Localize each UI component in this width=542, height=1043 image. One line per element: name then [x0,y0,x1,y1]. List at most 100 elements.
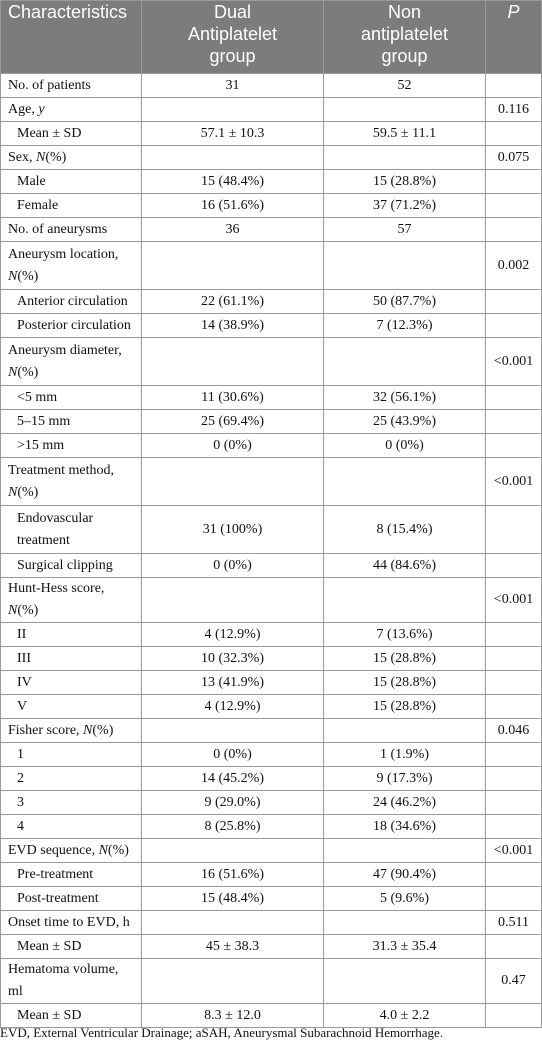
table-row: Mean ± SD 45 ± 38.3 31.3 ± 35.4 [0,934,542,959]
row-label: Sex, N(%) [0,145,142,170]
row-label: Mean ± SD [0,1003,142,1028]
dual-antiplatelet-value: 31 [141,73,324,98]
table-row: Age, y 0.116 [0,97,542,122]
table-row: Hunt-Hess score, N(%) <0.001 [0,577,542,623]
row-label: Mean ± SD [0,934,142,959]
header-line: Antiplatelet [187,24,278,44]
non-antiplatelet-value [323,910,486,935]
non-antiplatelet-value: 4.0 ± 2.2 [323,1003,486,1028]
row-label: Surgical clipping [0,553,142,578]
non-antiplatelet-value: 8 (15.4%) [323,505,486,554]
row-label: II [0,622,142,647]
non-antiplatelet-value: 0 (0%) [323,433,486,458]
dual-antiplatelet-value [141,718,324,743]
p-value [485,670,542,695]
row-label: Endovascular treatment [0,505,142,554]
p-value [485,385,542,410]
p-value: 0.002 [485,241,542,290]
p-value [485,790,542,815]
non-antiplatelet-value [323,838,486,863]
table-row: >15 mm 0 (0%) 0 (0%) [0,433,542,458]
dual-antiplatelet-value: 16 (51.6%) [141,193,324,218]
table-row: Hematoma volume, ml 0.47 [0,958,542,1004]
p-value [485,193,542,218]
table-row: Aneurysm location, N(%) 0.002 [0,241,542,290]
row-label: No. of patients [0,73,142,98]
dual-antiplatelet-value [141,145,324,170]
row-label: Age, y [0,97,142,122]
dual-antiplatelet-value: 0 (0%) [141,433,324,458]
p-value [485,169,542,194]
table-row: Onset time to EVD, h 0.511 [0,910,542,935]
non-antiplatelet-value [323,718,486,743]
non-antiplatelet-value [323,577,486,623]
non-antiplatelet-value: 37 (71.2%) [323,193,486,218]
dual-antiplatelet-value: 14 (38.9%) [141,313,324,338]
non-antiplatelet-value: 9 (17.3%) [323,766,486,791]
row-label: IV [0,670,142,695]
table-row: Sex, N(%) 0.075 [0,145,542,170]
non-antiplatelet-value: 15 (28.8%) [323,646,486,671]
table-footnote: EVD, External Ventricular Drainage; aSAH… [0,1025,444,1040]
dual-antiplatelet-value: 22 (61.1%) [141,289,324,314]
header-line: group [209,46,256,66]
non-antiplatelet-value: 7 (13.6%) [323,622,486,647]
table-row: Female 16 (51.6%) 37 (71.2%) [0,193,542,218]
row-label: III [0,646,142,671]
dual-antiplatelet-value: 15 (48.4%) [141,886,324,911]
dual-antiplatelet-value [141,910,324,935]
dual-antiplatelet-value: 36 [141,217,324,242]
header-line: group [381,46,428,66]
p-value [485,433,542,458]
row-label: Posterior circulation [0,313,142,338]
row-label: Onset time to EVD, h [0,910,142,935]
p-value [485,814,542,839]
table-row: No. of patients 31 52 [0,73,542,98]
non-antiplatelet-value: 7 (12.3%) [323,313,486,338]
dual-antiplatelet-value: 0 (0%) [141,553,324,578]
dual-antiplatelet-value: 9 (29.0%) [141,790,324,815]
header-line: antiplatelet [360,24,449,44]
dual-antiplatelet-value [141,241,324,290]
row-label: Aneurysm diameter, N(%) [0,337,142,386]
p-value [485,289,542,314]
dual-antiplatelet-value [141,838,324,863]
non-antiplatelet-value: 24 (46.2%) [323,790,486,815]
row-label: Post-treatment [0,886,142,911]
header-line: P [507,2,520,22]
non-antiplatelet-value: 50 (87.7%) [323,289,486,314]
row-label: Anterior circulation [0,289,142,314]
table-row: 5–15 mm 25 (69.4%) 25 (43.9%) [0,409,542,434]
table-row: Endovascular treatment 31 (100%) 8 (15.4%) [0,505,542,554]
non-antiplatelet-value: 5 (9.6%) [323,886,486,911]
table-body: No. of patients 31 52 Age, y 0.116 Mean ± SD 5… [0,73,542,1028]
table-header-row: Characteristics Dual Antiplatelet group No… [0,0,542,74]
row-label: <5 mm [0,385,142,410]
dual-antiplatelet-value: 4 (12.9%) [141,694,324,719]
header-non-antiplatelet-group: Non antiplatelet group [323,0,486,74]
table-row: Treatment method, N(%) <0.001 [0,457,542,506]
non-antiplatelet-value: 31.3 ± 35.4 [323,934,486,959]
row-label: Aneurysm location, N(%) [0,241,142,290]
table-row: Aneurysm diameter, N(%) <0.001 [0,337,542,386]
p-value [485,886,542,911]
dual-antiplatelet-value [141,457,324,506]
non-antiplatelet-value: 25 (43.9%) [323,409,486,434]
p-value: 0.075 [485,145,542,170]
dual-antiplatelet-value: 25 (69.4%) [141,409,324,434]
p-value [485,505,542,554]
p-value [485,313,542,338]
p-value: <0.001 [485,457,542,506]
dual-antiplatelet-value [141,97,324,122]
table-row: Mean ± SD 57.1 ± 10.3 59.5 ± 11.1 [0,121,542,146]
row-label: EVD sequence, N(%) [0,838,142,863]
row-label: 1 [0,742,142,767]
p-value: 0.046 [485,718,542,743]
table-row: 2 14 (45.2%) 9 (17.3%) [0,766,542,791]
dual-antiplatelet-value: 13 (41.9%) [141,670,324,695]
table-row: II 4 (12.9%) 7 (13.6%) [0,622,542,647]
row-label: Pre-treatment [0,862,142,887]
dual-antiplatelet-value [141,577,324,623]
non-antiplatelet-value: 32 (56.1%) [323,385,486,410]
